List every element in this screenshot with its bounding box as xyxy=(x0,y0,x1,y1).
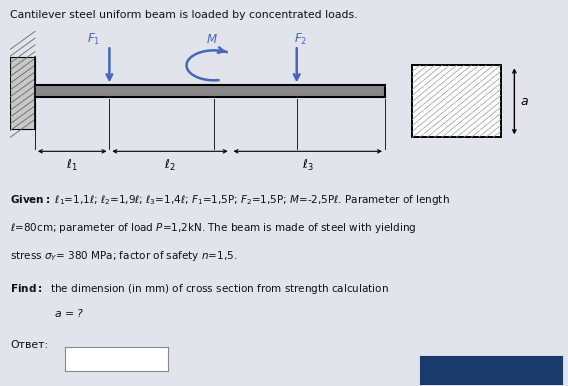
Text: $\ell_3$: $\ell_3$ xyxy=(302,158,314,173)
Bar xyxy=(412,65,500,137)
Bar xyxy=(35,85,385,97)
Text: $M$: $M$ xyxy=(206,33,218,46)
Text: $\ell_1$: $\ell_1$ xyxy=(66,158,78,173)
Text: Ответ:: Ответ: xyxy=(10,340,48,350)
Text: stress $\sigma_Y$= 380 MPa; factor of safety $n$=1,5.: stress $\sigma_Y$= 380 MPa; factor of sa… xyxy=(10,249,237,262)
Text: Cantilever steel uniform beam is loaded by concentrated loads.: Cantilever steel uniform beam is loaded … xyxy=(10,10,358,20)
Text: $a$ = ?: $a$ = ? xyxy=(54,307,84,319)
Bar xyxy=(412,65,500,137)
Text: $\mathbf{Find:}$  the dimension (in mm) of cross section from strength calculati: $\mathbf{Find:}$ the dimension (in mm) o… xyxy=(10,282,389,296)
Text: $\mathbf{Given:}$ $\ell_1$=1,1$\ell$; $\ell_2$=1,9$\ell$; $\ell_3$=1,4$\ell$; $F: $\mathbf{Given:}$ $\ell_1$=1,1$\ell$; $\… xyxy=(10,193,450,207)
Bar xyxy=(10,58,35,129)
Text: $F_1$: $F_1$ xyxy=(87,32,101,47)
Text: $\ell$=80cm; parameter of load $P$=1,2kN. The beam is made of steel with yieldin: $\ell$=80cm; parameter of load $P$=1,2kN… xyxy=(10,221,416,235)
Text: $F_2$: $F_2$ xyxy=(294,32,307,47)
Text: $a$: $a$ xyxy=(520,95,529,108)
Text: $\ell_2$: $\ell_2$ xyxy=(164,158,176,173)
